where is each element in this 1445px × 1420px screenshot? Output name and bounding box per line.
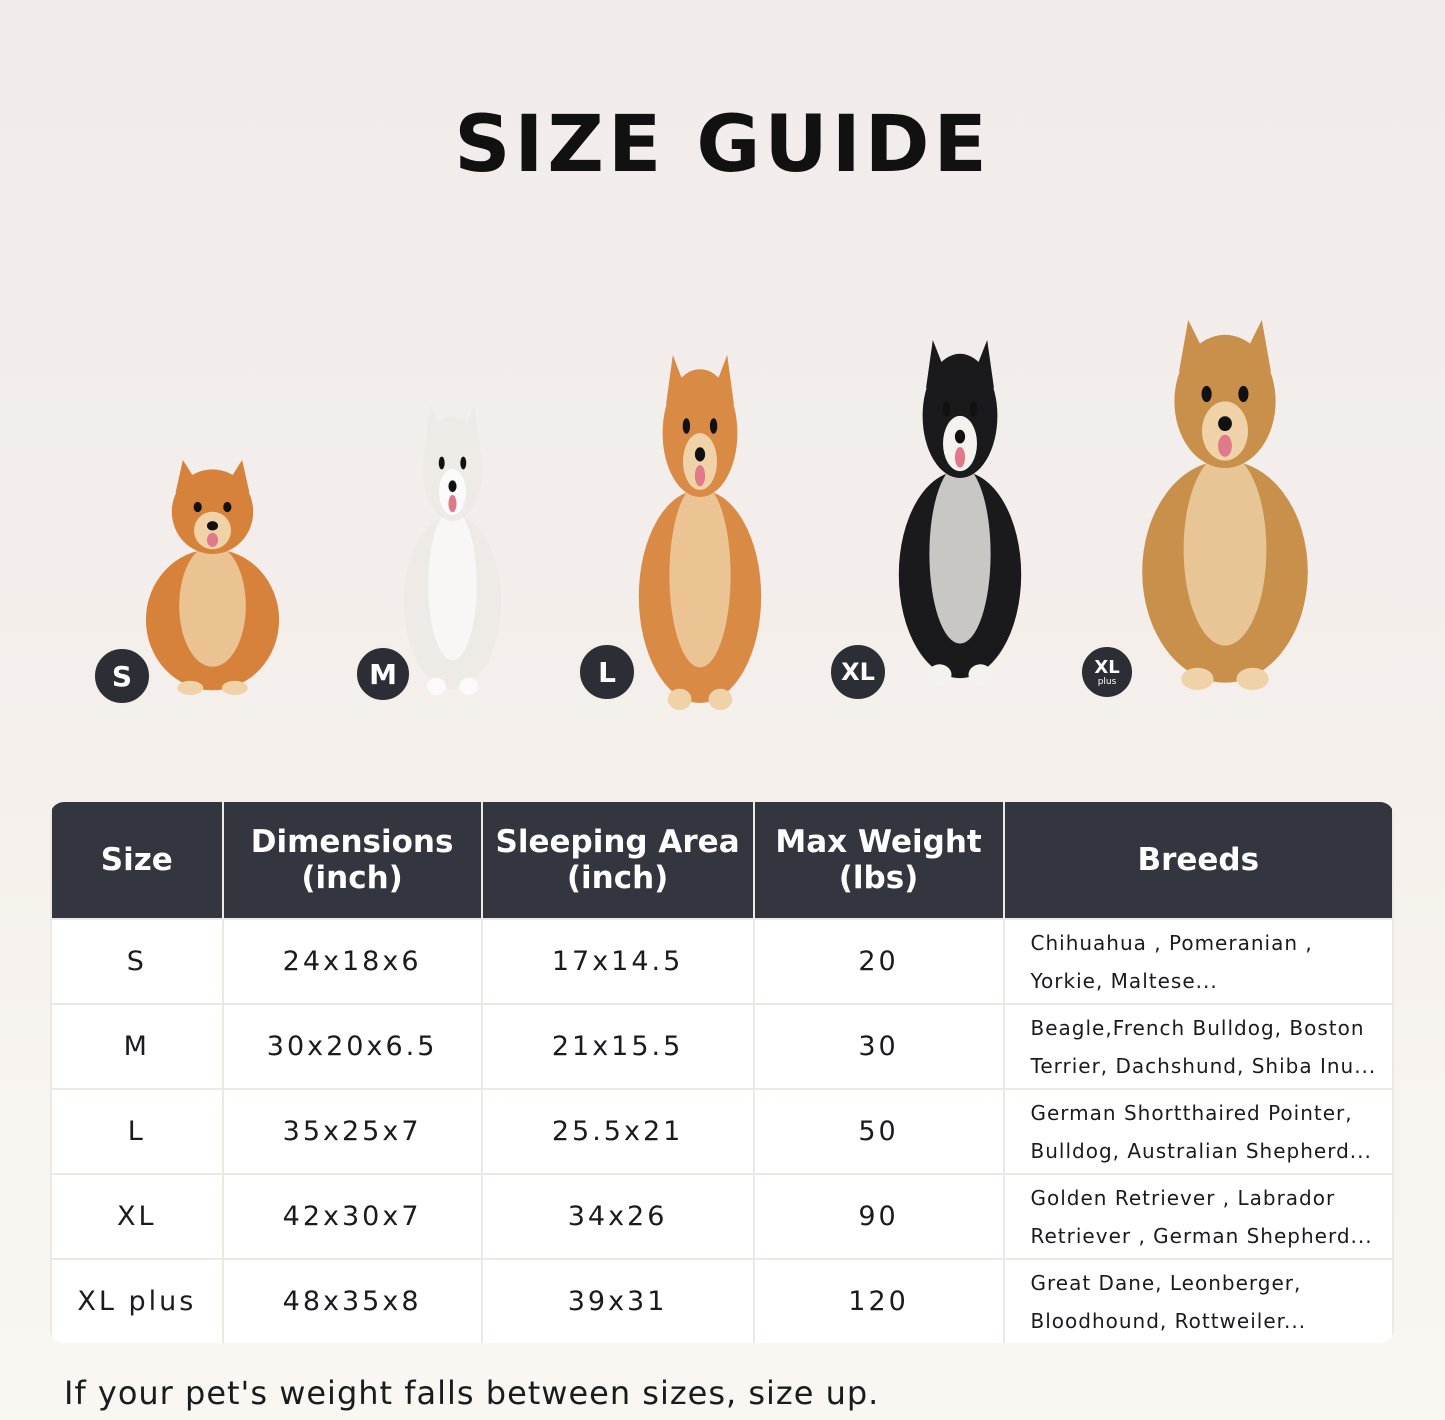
dog-pomeranian-image [145, 460, 280, 695]
table-header-row: Size Dimensions (inch) Sleeping Area (inch) M… [52, 802, 1392, 918]
cell-sleeping-area: 17x14.5 [482, 918, 753, 1003]
cell-max-weight: 120 [754, 1258, 1003, 1343]
table-row: M 30x20x6.5 21x15.5 30 Beagle,French Bulldog… [52, 1003, 1392, 1088]
breeds-line: Yorkie, Maltese... [1030, 968, 1218, 993]
cell-sleeping-area: 21x15.5 [482, 1003, 753, 1088]
header-line: Dimensions [250, 824, 454, 860]
cell-max-weight: 50 [754, 1088, 1003, 1173]
badge-label: L [598, 655, 616, 689]
cell-breeds: German Shortthaired Pointer, Bulldog, Aus… [1004, 1088, 1392, 1173]
cell-dimensions: 35x25x7 [223, 1088, 481, 1173]
size-badge-m: M [355, 646, 411, 702]
size-badge-s: S [93, 647, 151, 705]
header-size: Size [52, 802, 222, 918]
badge-sublabel: plus [1097, 677, 1117, 687]
cell-breeds: Golden Retriever , Labrador Retriever , G… [1004, 1173, 1392, 1258]
dog-french-bulldog-image [403, 405, 502, 695]
header-line: Size [100, 842, 173, 878]
cell-dimensions: 42x30x7 [223, 1173, 481, 1258]
badge-label: S [111, 659, 133, 693]
size-badge-xl: XL [829, 643, 887, 701]
size-badge-xlplus: XL plus [1080, 645, 1134, 699]
cell-size: XL [52, 1173, 222, 1258]
size-table: Size Dimensions (inch) Sleeping Area (inch) M… [50, 802, 1394, 1343]
cell-max-weight: 90 [754, 1173, 1003, 1258]
cell-size: XL plus [52, 1258, 222, 1343]
cell-breeds: Great Dane, Leonberger, Bloodhound, Rottw… [1004, 1258, 1392, 1343]
cell-sleeping-area: 25.5x21 [482, 1088, 753, 1173]
header-max-weight: Max Weight (lbs) [754, 802, 1003, 918]
badge-label: XL [1094, 657, 1120, 678]
sizing-note: If your pet's weight falls between sizes… [64, 1374, 880, 1412]
cell-breeds: Chihuahua , Pomeranian , Yorkie, Maltese.… [1004, 918, 1392, 1003]
breeds-line: Terrier, Dachshund, Shiba Inu... [1030, 1053, 1377, 1078]
dog-golden-retriever-image [1142, 320, 1308, 690]
header-line: (lbs) [838, 860, 919, 896]
cell-size: L [52, 1088, 222, 1173]
header-dimensions: Dimensions (inch) [223, 802, 481, 918]
table-row: XL 42x30x7 34x26 90 Golden Retriever , Labra… [52, 1173, 1392, 1258]
cell-max-weight: 30 [754, 1003, 1003, 1088]
header-line: Max Weight [775, 824, 982, 860]
cell-dimensions: 48x35x8 [223, 1258, 481, 1343]
header-line: (inch) [566, 860, 669, 896]
header-sleeping-area: Sleeping Area (inch) [482, 802, 753, 918]
cell-dimensions: 24x18x6 [223, 918, 481, 1003]
badge-label: XL [841, 658, 875, 686]
header-line: (inch) [301, 860, 403, 896]
breeds-line: Retriever , German Shepherd... [1030, 1223, 1373, 1248]
table-row: L 35x25x7 25.5x21 50 German Shortthaired Poi… [52, 1088, 1392, 1173]
cell-max-weight: 20 [754, 918, 1003, 1003]
dog-border-collie-image [898, 340, 1022, 685]
breeds-line: Bloodhound, Rottweiler... [1030, 1308, 1307, 1333]
cell-size: M [52, 1003, 222, 1088]
cell-breeds: Beagle,French Bulldog, Boston Terrier, Da… [1004, 1003, 1392, 1088]
header-breeds: Breeds [1004, 802, 1392, 918]
cell-size: S [52, 918, 222, 1003]
table-row: XL plus 48x35x8 39x31 120 Great Dane, Leonbe… [52, 1258, 1392, 1343]
breeds-line: Bulldog, Australian Shepherd... [1030, 1138, 1372, 1163]
cell-sleeping-area: 39x31 [482, 1258, 753, 1343]
breeds-line: German Shortthaired Pointer, [1030, 1100, 1353, 1125]
dog-shiba-inu-image [638, 355, 762, 710]
breeds-line: Chihuahua , Pomeranian , [1030, 930, 1313, 955]
page-title: SIZE GUIDE [454, 100, 991, 190]
cell-dimensions: 30x20x6.5 [223, 1003, 481, 1088]
table-row: S 24x18x6 17x14.5 20 Chihuahua , Pomeranian … [52, 918, 1392, 1003]
breeds-line: Golden Retriever , Labrador [1030, 1185, 1336, 1210]
breeds-line: Great Dane, Leonberger, [1030, 1270, 1302, 1295]
breeds-line: Beagle,French Bulldog, Boston [1030, 1015, 1365, 1040]
badge-label: M [369, 657, 397, 691]
size-badge-l: L [578, 643, 636, 701]
header-line: Breeds [1137, 842, 1260, 878]
cell-sleeping-area: 34x26 [482, 1173, 753, 1258]
header-line: Sleeping Area [495, 824, 740, 860]
